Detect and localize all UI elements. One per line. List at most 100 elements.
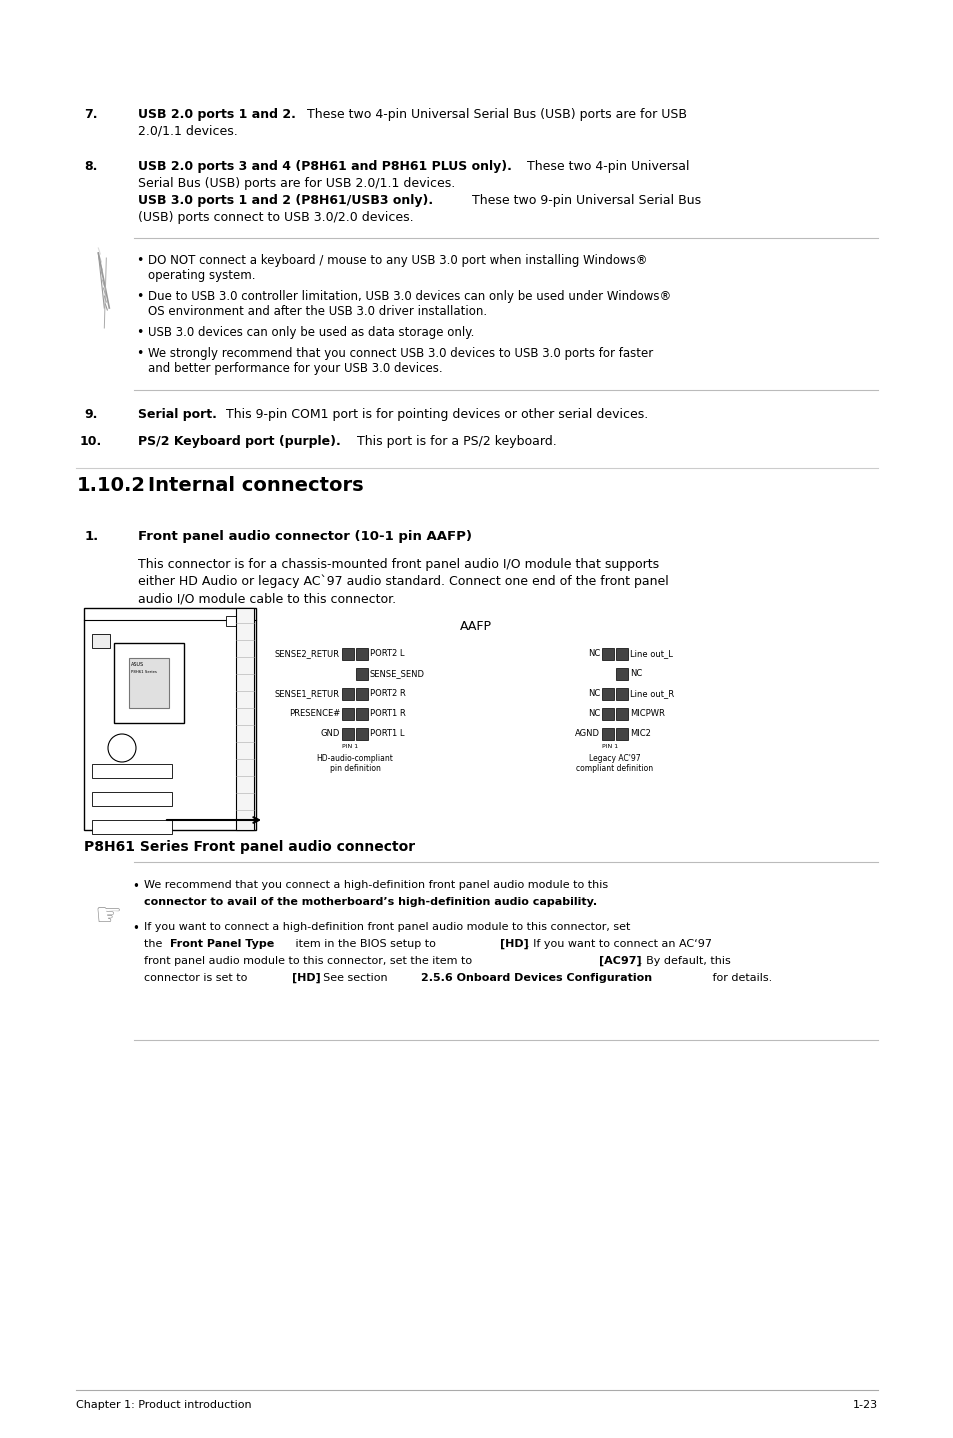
Text: HD-audio-compliant: HD-audio-compliant [316, 754, 393, 764]
Text: Chapter 1: Product introduction: Chapter 1: Product introduction [76, 1401, 252, 1411]
Bar [601, 649, 614, 660]
Bar [129, 659, 169, 707]
Text: connector to avail of the motherboard’s high-definition audio capability.: connector to avail of the motherboard’s … [144, 897, 597, 907]
Bar [601, 707, 614, 720]
Text: MICPWR: MICPWR [629, 709, 664, 719]
Text: Front Panel Type: Front Panel Type [171, 939, 274, 949]
Text: compliant definition: compliant definition [576, 764, 653, 774]
Text: for details.: for details. [709, 974, 772, 984]
Bar [616, 728, 627, 741]
Text: 1.10.2: 1.10.2 [76, 476, 145, 495]
Text: audio I/O module cable to this connector.: audio I/O module cable to this connector… [138, 592, 396, 605]
Text: pin definition: pin definition [329, 764, 380, 774]
Text: We recommend that you connect a high-definition front panel audio module to this: We recommend that you connect a high-def… [144, 880, 608, 890]
Text: •: • [132, 880, 139, 893]
Text: PIN 1: PIN 1 [601, 743, 618, 749]
Bar [355, 728, 368, 741]
Text: the: the [144, 939, 166, 949]
Text: USB 2.0 ports 3 and 4 (P8H61 and P8H61 PLUS only).: USB 2.0 ports 3 and 4 (P8H61 and P8H61 P… [138, 160, 512, 173]
Text: 8.: 8. [84, 160, 97, 173]
Text: NC: NC [587, 689, 599, 699]
Bar [616, 669, 627, 680]
Bar [91, 820, 172, 834]
Text: 9.: 9. [84, 408, 97, 421]
Text: Internal connectors: Internal connectors [148, 476, 363, 495]
Text: Legacy AC'97: Legacy AC'97 [589, 754, 640, 764]
Circle shape [108, 733, 136, 762]
Text: SENSE2_RETUR: SENSE2_RETUR [274, 650, 339, 659]
Text: Line out_R: Line out_R [629, 689, 674, 699]
Text: . If you want to connect an AC‘97: . If you want to connect an AC‘97 [526, 939, 712, 949]
Text: ASUS: ASUS [131, 661, 144, 667]
Text: This port is for a PS/2 keyboard.: This port is for a PS/2 keyboard. [353, 436, 557, 449]
Text: USB 3.0 ports 1 and 2 (P8H61/USB3 only).: USB 3.0 ports 1 and 2 (P8H61/USB3 only). [138, 194, 433, 207]
Bar [91, 792, 172, 807]
Bar [113, 643, 184, 723]
Text: These two 9-pin Universal Serial Bus: These two 9-pin Universal Serial Bus [468, 194, 700, 207]
Bar [616, 649, 627, 660]
Text: DO NOT connect a keyboard / mouse to any USB 3.0 port when installing Windows®: DO NOT connect a keyboard / mouse to any… [148, 255, 647, 267]
Text: NC: NC [587, 709, 599, 719]
Text: •: • [136, 290, 144, 303]
Bar [341, 728, 354, 741]
Text: P8H61 Series: P8H61 Series [131, 670, 156, 674]
Text: USB 2.0 ports 1 and 2.: USB 2.0 ports 1 and 2. [138, 108, 295, 121]
Text: NC: NC [629, 670, 641, 679]
Text: PRESENCE#: PRESENCE# [289, 709, 339, 719]
Bar [355, 707, 368, 720]
Text: 1.: 1. [84, 531, 98, 544]
Bar [341, 707, 354, 720]
Text: 2.0/1.1 devices.: 2.0/1.1 devices. [138, 125, 238, 138]
Text: GND: GND [320, 729, 339, 739]
Text: either HD Audio or legacy AC`97 audio standard. Connect one end of the front pan: either HD Audio or legacy AC`97 audio st… [138, 575, 668, 588]
Text: and better performance for your USB 3.0 devices.: and better performance for your USB 3.0 … [148, 362, 442, 375]
Bar [341, 649, 354, 660]
Text: SENSE1_RETUR: SENSE1_RETUR [274, 689, 339, 699]
Text: •: • [132, 922, 139, 935]
Bar [616, 707, 627, 720]
Text: . By default, this: . By default, this [639, 956, 730, 966]
Text: ☞: ☞ [94, 903, 122, 932]
Text: Serial port.: Serial port. [138, 408, 217, 421]
Text: PORT1 R: PORT1 R [370, 709, 405, 719]
Text: SENSE_SEND: SENSE_SEND [370, 670, 424, 679]
Text: (USB) ports connect to USB 3.0/2.0 devices.: (USB) ports connect to USB 3.0/2.0 devic… [138, 211, 414, 224]
Text: OS environment and after the USB 3.0 driver installation.: OS environment and after the USB 3.0 dri… [148, 305, 487, 318]
Text: This connector is for a chassis-mounted front panel audio I/O module that suppor: This connector is for a chassis-mounted … [138, 558, 659, 571]
Text: . See section: . See section [316, 974, 391, 984]
Text: 2.5.6 Onboard Devices Configuration: 2.5.6 Onboard Devices Configuration [421, 974, 652, 984]
Bar [616, 687, 627, 700]
Text: 10.: 10. [79, 436, 101, 449]
Text: connector is set to: connector is set to [144, 974, 251, 984]
Bar [355, 649, 368, 660]
Text: operating system.: operating system. [148, 269, 255, 282]
Bar [355, 669, 368, 680]
Text: [HD]: [HD] [499, 939, 529, 949]
Text: 7.: 7. [84, 108, 98, 121]
Text: Serial Bus (USB) ports are for USB 2.0/1.1 devices.: Serial Bus (USB) ports are for USB 2.0/1… [138, 177, 456, 190]
Bar [91, 634, 110, 649]
Bar [355, 687, 368, 700]
Text: [HD]: [HD] [292, 974, 321, 984]
Text: 1-23: 1-23 [852, 1401, 877, 1411]
Text: front panel audio module to this connector, set the item to: front panel audio module to this connect… [144, 956, 476, 966]
Text: PORT2 R: PORT2 R [370, 689, 405, 699]
Text: Line out_L: Line out_L [629, 650, 672, 659]
Text: These two 4-pin Universal: These two 4-pin Universal [523, 160, 689, 173]
Text: •: • [136, 347, 144, 360]
Text: Front panel audio connector (10-1 pin AAFP): Front panel audio connector (10-1 pin AA… [138, 531, 472, 544]
Text: [AC97]: [AC97] [598, 956, 641, 966]
Bar [235, 608, 253, 830]
Text: NC: NC [587, 650, 599, 659]
Bar [84, 608, 255, 830]
Text: If you want to connect a high-definition front panel audio module to this connec: If you want to connect a high-definition… [144, 922, 630, 932]
Text: PS/2 Keyboard port (purple).: PS/2 Keyboard port (purple). [138, 436, 341, 449]
Text: P8H61 Series Front panel audio connector: P8H61 Series Front panel audio connector [84, 840, 415, 854]
Text: This 9-pin COM1 port is for pointing devices or other serial devices.: This 9-pin COM1 port is for pointing dev… [222, 408, 648, 421]
Text: item in the BIOS setup to: item in the BIOS setup to [292, 939, 439, 949]
Bar [91, 764, 172, 778]
Text: These two 4-pin Universal Serial Bus (USB) ports are for USB: These two 4-pin Universal Serial Bus (US… [303, 108, 686, 121]
Bar [601, 728, 614, 741]
Bar [341, 687, 354, 700]
Text: PIN 1: PIN 1 [341, 743, 357, 749]
